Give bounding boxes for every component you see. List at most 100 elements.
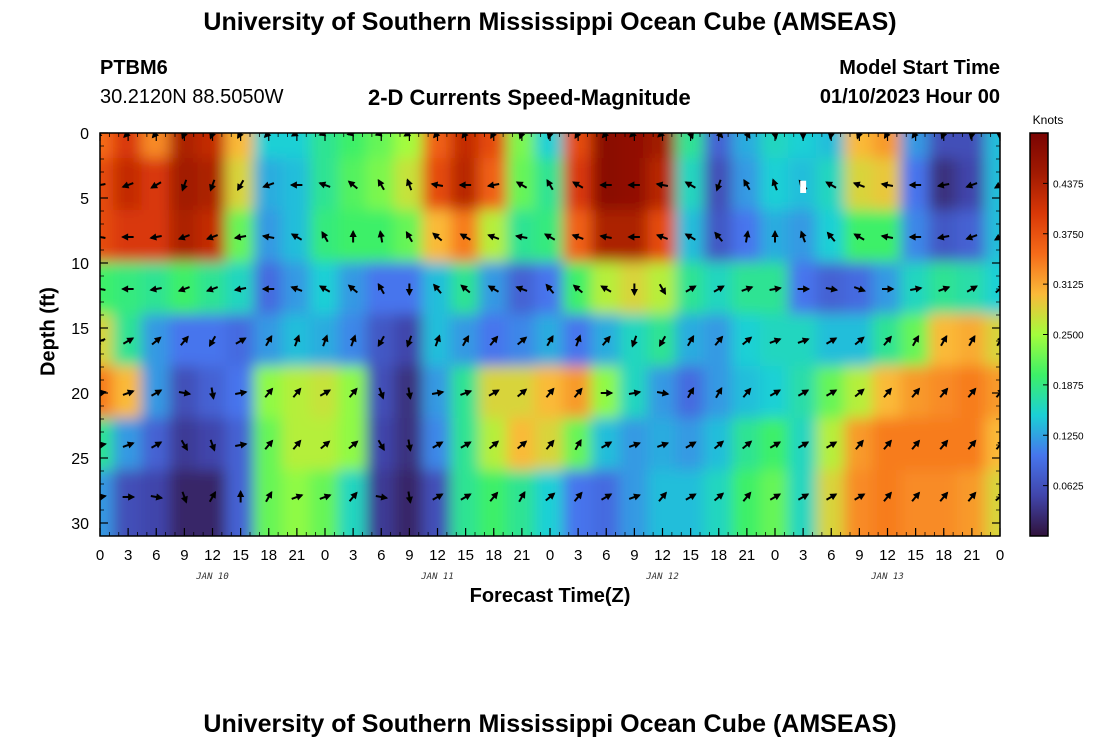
station-coordinates: 30.2120N 88.5050W (100, 86, 284, 108)
heat-cell (703, 133, 734, 160)
colorbar-tick-label: 0.3125 (1053, 280, 1084, 291)
current-arrow (434, 334, 441, 347)
current-arrow (235, 337, 247, 345)
heat-cell (366, 133, 397, 160)
current-arrow (628, 493, 641, 501)
heat-cell (100, 133, 116, 160)
current-arrow (289, 181, 303, 189)
current-arrow (684, 233, 696, 241)
x-tick-label: 6 (377, 547, 385, 564)
x-tick-label: 0 (546, 547, 554, 564)
current-arrow (405, 178, 413, 191)
heat-cell (534, 133, 566, 160)
x-tick-label: 15 (232, 547, 249, 564)
current-arrow (432, 232, 443, 242)
current-arrow (797, 285, 811, 293)
current-arrow (235, 389, 248, 397)
current-arrow (377, 439, 385, 452)
model-start-value: 01/10/2023 Hour 00 (819, 86, 1000, 108)
current-arrow (715, 179, 723, 192)
current-arrow (405, 387, 413, 400)
heat-cell (675, 470, 706, 536)
current-arrow (968, 334, 976, 347)
heat-cell (900, 470, 931, 536)
x-tick-label: 12 (429, 547, 446, 564)
current-arrow (489, 491, 499, 502)
heat-cell (563, 133, 594, 160)
current-arrow (630, 335, 638, 348)
current-arrow (573, 491, 583, 502)
x-tick-label: 21 (964, 547, 981, 564)
heat-cell (984, 366, 1000, 420)
current-arrow (263, 133, 272, 138)
current-arrow (908, 233, 922, 241)
heat-cell (984, 158, 1000, 212)
current-arrow (715, 386, 723, 399)
current-arrow (825, 337, 838, 345)
current-arrow (208, 335, 217, 348)
current-arrow (149, 233, 162, 241)
current-arrow (208, 490, 217, 503)
heat-cell (309, 133, 341, 160)
current-arrow (180, 335, 189, 346)
day-label: JAN 12 (645, 572, 679, 582)
current-arrow (996, 337, 1000, 347)
current-arrow (966, 285, 978, 293)
x-tick-label: 18 (710, 547, 727, 564)
current-arrow (205, 233, 219, 241)
current-arrow (405, 283, 413, 296)
heat-cell (100, 210, 116, 264)
heat-cell (338, 470, 369, 536)
current-arrow (571, 233, 584, 241)
x-tick-label: 0 (321, 547, 329, 564)
current-arrow (853, 233, 865, 241)
heat-cell (928, 470, 959, 536)
model-start-label: Model Start Time (839, 57, 1000, 79)
current-arrow (967, 491, 977, 502)
heat-cell (100, 470, 116, 536)
y-tick-label: 30 (71, 516, 89, 533)
heat-cell (225, 133, 256, 160)
current-arrow (965, 233, 978, 241)
current-arrow (321, 230, 329, 243)
heat-cell (619, 470, 650, 536)
current-arrow (122, 389, 135, 397)
current-arrow (600, 441, 613, 449)
current-arrow (150, 389, 163, 397)
y-tick-label: 5 (80, 191, 89, 208)
x-tick-label: 21 (289, 547, 306, 564)
heat-cell (844, 470, 875, 536)
current-arrow (347, 284, 358, 294)
x-tick-label: 6 (602, 547, 610, 564)
heat-cell (900, 133, 931, 160)
current-arrow (209, 439, 216, 452)
current-arrow (771, 178, 779, 191)
heat-cell (534, 470, 566, 536)
current-arrow (880, 181, 894, 189)
current-arrow (797, 337, 810, 345)
current-arrow (517, 440, 528, 450)
current-arrow (684, 181, 696, 189)
current-arrow (460, 284, 471, 294)
current-arrow (713, 440, 725, 450)
heat-cell (872, 470, 903, 536)
current-arrow (261, 233, 275, 241)
current-arrow (122, 337, 135, 345)
colorbar-tick-label: 0.2500 (1053, 331, 1084, 342)
current-arrow (546, 178, 554, 191)
current-arrow (911, 491, 921, 502)
heat-cell (478, 133, 509, 160)
current-arrow (936, 233, 950, 241)
heat-cell (703, 470, 734, 536)
current-arrow (658, 283, 667, 296)
heat-cell (338, 133, 369, 160)
heat-cell (309, 470, 341, 536)
current-arrow (318, 181, 331, 189)
current-arrow (149, 285, 162, 293)
day-label: JAN 10 (195, 572, 229, 582)
current-arrow (405, 439, 413, 452)
heat-cell (422, 133, 453, 160)
current-arrow (742, 491, 752, 502)
current-arrow (346, 133, 357, 137)
heat-cell (394, 470, 425, 536)
